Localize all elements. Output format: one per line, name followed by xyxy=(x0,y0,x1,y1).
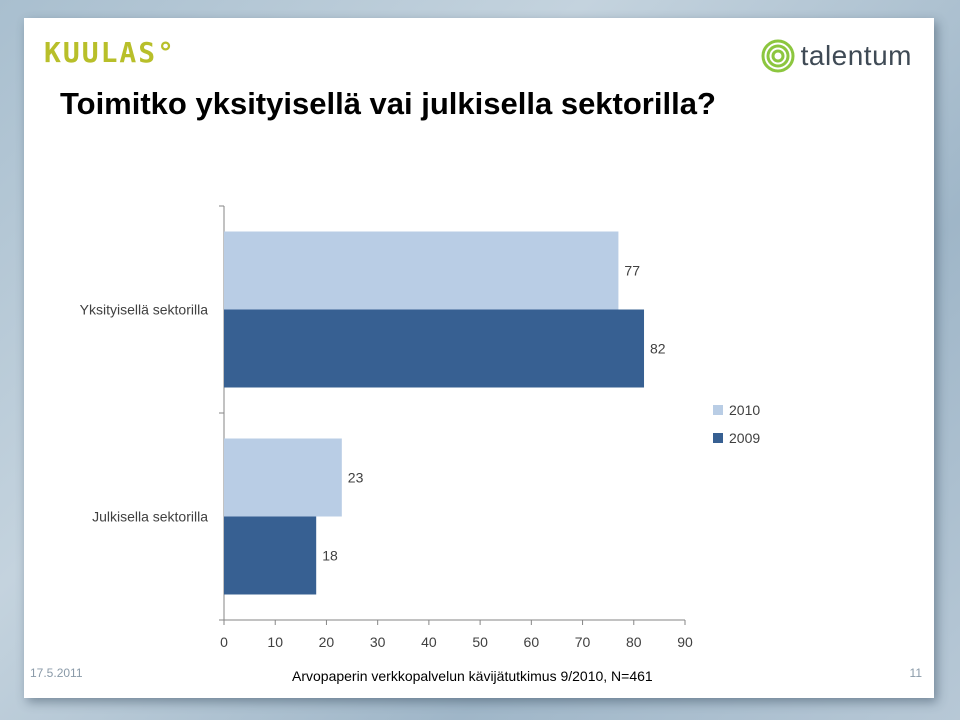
bar-2010 xyxy=(224,231,619,310)
x-tick-label: 20 xyxy=(319,634,335,650)
slide: KUULAS° talentum Toimitko yksityisellä v… xyxy=(24,18,934,698)
bar-2010 xyxy=(224,438,342,517)
data-label: 82 xyxy=(650,341,666,357)
x-tick-label: 30 xyxy=(370,634,386,650)
data-label: 23 xyxy=(348,470,364,486)
talentum-swirl-icon xyxy=(761,39,795,73)
data-label: 77 xyxy=(624,263,640,279)
footer-date: 17.5.2011 xyxy=(30,666,83,680)
x-tick-label: 50 xyxy=(472,634,488,650)
x-tick-label: 80 xyxy=(626,634,642,650)
category-label: Julkisella sektorilla xyxy=(92,509,208,525)
bar-2009 xyxy=(224,516,317,595)
page-number: 11 xyxy=(909,666,922,680)
talentum-logo-text: talentum xyxy=(800,40,912,71)
kuulas-logo: KUULAS° xyxy=(44,36,177,69)
slide-title: Toimitko yksityisellä vai julkisella sek… xyxy=(60,86,716,121)
data-label: 18 xyxy=(322,548,338,564)
legend-label: 2010 xyxy=(729,402,760,418)
x-tick-label: 0 xyxy=(220,634,228,650)
x-tick-label: 70 xyxy=(575,634,591,650)
x-tick-label: 90 xyxy=(677,634,693,650)
x-tick-label: 60 xyxy=(524,634,540,650)
category-label: Yksityisellä sektorilla xyxy=(80,302,209,318)
legend-swatch-2009 xyxy=(713,433,723,443)
talentum-logo: talentum xyxy=(761,39,912,73)
legend-label: 2009 xyxy=(729,430,760,446)
footer-source: Arvopaperin verkkopalvelun kävijätutkimu… xyxy=(292,668,653,684)
legend-swatch-2010 xyxy=(713,405,723,415)
x-tick-label: 10 xyxy=(267,634,283,650)
x-tick-label: 40 xyxy=(421,634,437,650)
bar-2009 xyxy=(224,309,645,388)
